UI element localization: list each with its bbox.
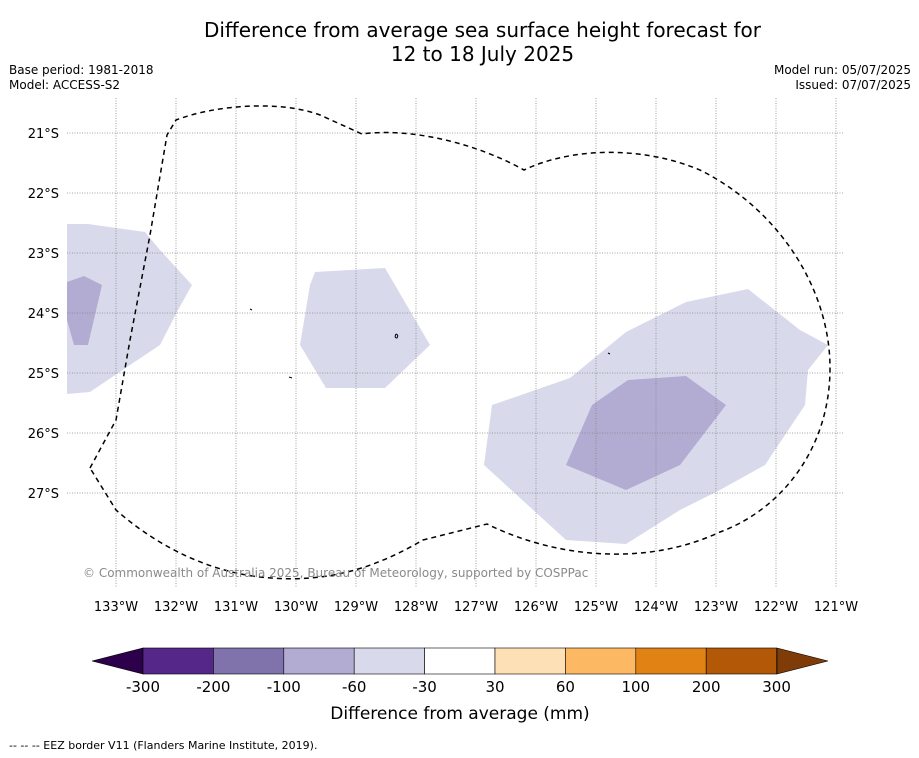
lat-label: 21°S bbox=[28, 127, 59, 142]
lon-label: 122°W bbox=[754, 600, 798, 615]
colorbar-segment bbox=[142, 647, 214, 675]
lon-label: 133°W bbox=[94, 600, 138, 615]
meta-right: Model run: 05/07/2025 Issued: 07/07/2025 bbox=[774, 63, 911, 93]
colorbar-segment bbox=[283, 647, 355, 675]
contour-speck bbox=[249, 308, 253, 311]
lon-label: 121°W bbox=[814, 600, 858, 615]
colorbar-tick: 200 bbox=[692, 678, 721, 696]
lat-label: 25°S bbox=[28, 367, 59, 382]
lat-label: 23°S bbox=[28, 247, 59, 262]
lat-label: 27°S bbox=[28, 487, 59, 502]
anomaly-region-central-light bbox=[300, 268, 430, 388]
lon-label: 130°W bbox=[274, 600, 318, 615]
lon-label: 126°W bbox=[514, 600, 558, 615]
map-title: Difference from average sea surface heig… bbox=[0, 18, 919, 66]
lon-label: 123°W bbox=[694, 600, 738, 615]
map-title-line1: Difference from average sea surface heig… bbox=[203, 18, 762, 42]
colorbar-extend-low bbox=[91, 647, 144, 675]
colorbar-segment bbox=[635, 647, 707, 675]
model-name: Model: ACCESS-S2 bbox=[9, 78, 121, 92]
contour-speck bbox=[394, 333, 399, 339]
lon-label: 132°W bbox=[154, 600, 198, 615]
anomaly-region-east-medium bbox=[566, 376, 726, 490]
model-run: Model run: 05/07/2025 bbox=[773, 63, 911, 77]
lat-label: 22°S bbox=[28, 187, 59, 202]
lon-label: 125°W bbox=[574, 600, 618, 615]
eez-border bbox=[89, 105, 831, 580]
lat-label: 26°S bbox=[28, 427, 59, 442]
anomaly-region-west-light bbox=[67, 224, 192, 394]
longitude-labels: 133°W 132°W 131°W 130°W 129°W 128°W 127°… bbox=[94, 600, 858, 615]
colorbar-label: Difference from average (mm) bbox=[330, 704, 589, 724]
lat-label: 24°S bbox=[28, 307, 59, 322]
latitude-labels: 21°S 22°S 23°S 24°S 25°S 26°S 27°S bbox=[28, 127, 59, 502]
colorbar-tick: -30 bbox=[412, 678, 437, 696]
colorbar-segment bbox=[494, 647, 566, 675]
meta-left: Base period: 1981-2018 Model: ACCESS-S2 bbox=[9, 63, 154, 93]
lon-label: 124°W bbox=[634, 600, 678, 615]
colorbar-tick: 300 bbox=[762, 678, 791, 696]
colorbar-segment bbox=[705, 647, 777, 675]
colorbar-tick: -200 bbox=[196, 678, 230, 696]
colorbar-segment bbox=[213, 647, 285, 675]
lon-label: 127°W bbox=[454, 600, 498, 615]
issued-date: Issued: 07/07/2025 bbox=[795, 78, 911, 92]
lon-label: 131°W bbox=[214, 600, 258, 615]
map-title-line2: 12 to 18 July 2025 bbox=[390, 42, 575, 66]
lon-label: 129°W bbox=[334, 600, 378, 615]
lon-label: 128°W bbox=[394, 600, 438, 615]
colorbar-ticks: -300 -200 -100 -60 -30 30 60 100 200 300 bbox=[126, 678, 791, 696]
latitude-lines bbox=[67, 132, 843, 494]
graticule bbox=[67, 98, 843, 588]
colorbar-extend-high bbox=[776, 647, 829, 675]
eez-footnote: -- -- -- EEZ border V11 (Flanders Marine… bbox=[9, 739, 318, 752]
contour-speck bbox=[288, 376, 293, 379]
colorbar-tick: -100 bbox=[267, 678, 301, 696]
colorbar-segment bbox=[565, 647, 637, 675]
colorbar-tick: 60 bbox=[556, 678, 575, 696]
anomaly-region-west-medium bbox=[67, 276, 102, 345]
contour-specks bbox=[249, 308, 611, 379]
colorbar-tick: -60 bbox=[342, 678, 367, 696]
copyright-text: © Commonwealth of Australia 2025, Bureau… bbox=[83, 566, 588, 580]
colorbar-tick: 30 bbox=[485, 678, 504, 696]
colorbar bbox=[91, 647, 829, 675]
colorbar-segment bbox=[424, 647, 496, 675]
longitude-lines bbox=[115, 98, 837, 588]
anomaly-regions bbox=[67, 224, 828, 544]
colorbar-tick: -300 bbox=[126, 678, 160, 696]
contour-speck bbox=[607, 352, 611, 355]
base-period: Base period: 1981-2018 bbox=[9, 63, 154, 77]
colorbar-tick: 100 bbox=[621, 678, 650, 696]
colorbar-segment bbox=[353, 647, 425, 675]
